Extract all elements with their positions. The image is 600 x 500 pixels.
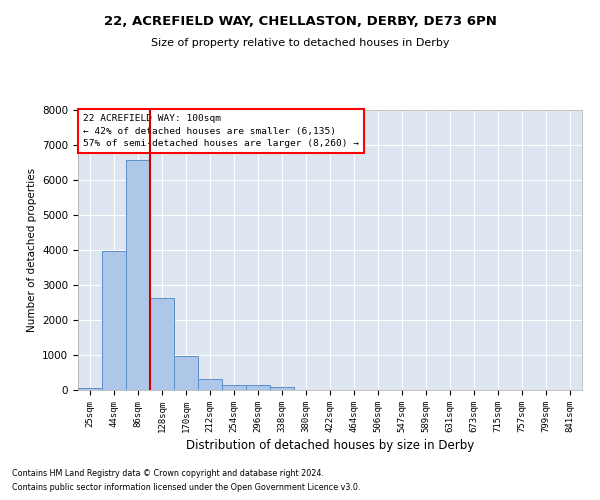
Bar [78, 388, 102, 390]
Bar [174, 356, 198, 390]
Bar [246, 386, 270, 390]
Bar [222, 386, 246, 390]
Text: 22 ACREFIELD WAY: 100sqm
← 42% of detached houses are smaller (6,135)
57% of sem: 22 ACREFIELD WAY: 100sqm ← 42% of detach… [83, 114, 359, 148]
Bar [270, 387, 294, 390]
X-axis label: Distribution of detached houses by size in Derby: Distribution of detached houses by size … [186, 439, 474, 452]
Text: 22, ACREFIELD WAY, CHELLASTON, DERBY, DE73 6PN: 22, ACREFIELD WAY, CHELLASTON, DERBY, DE… [104, 15, 496, 28]
Bar [150, 298, 174, 390]
Bar [198, 380, 222, 390]
Text: Size of property relative to detached houses in Derby: Size of property relative to detached ho… [151, 38, 449, 48]
Text: Contains HM Land Registry data © Crown copyright and database right 2024.: Contains HM Land Registry data © Crown c… [12, 468, 324, 477]
Bar [126, 160, 150, 390]
Y-axis label: Number of detached properties: Number of detached properties [26, 168, 37, 332]
Text: Contains public sector information licensed under the Open Government Licence v3: Contains public sector information licen… [12, 484, 361, 492]
Bar [102, 250, 126, 390]
